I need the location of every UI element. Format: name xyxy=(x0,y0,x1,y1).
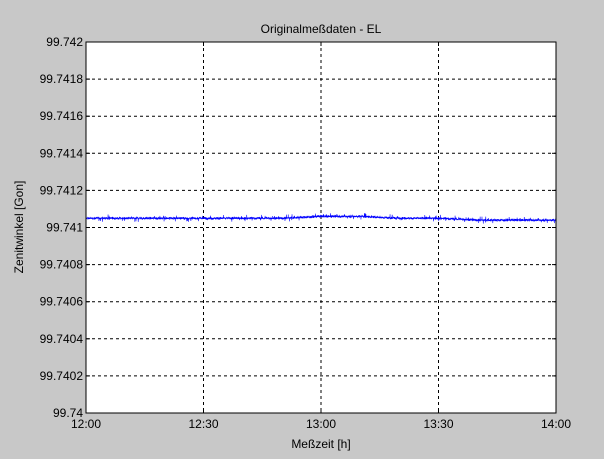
x-tick-label: 12:30 xyxy=(188,417,218,431)
y-tick-label: 99.741 xyxy=(46,221,83,235)
series-line xyxy=(85,213,557,224)
x-axis-label: Meßzeit [h] xyxy=(291,437,350,451)
y-tick-label: 99.7416 xyxy=(40,109,84,123)
y-tick-label: 99.7412 xyxy=(40,183,84,197)
grid-lines xyxy=(86,42,556,413)
y-tick-label: 99.7414 xyxy=(40,146,84,160)
y-axis: 99.74 99.7402 99.7404 99.7406 99.7408 99.741 9… xyxy=(40,35,556,420)
y-tick-label: 99.7404 xyxy=(40,332,84,346)
y-tick-label: 99.7406 xyxy=(40,295,84,309)
data-series xyxy=(85,213,557,224)
x-tick-label: 12:00 xyxy=(71,417,101,431)
x-axis: 12:00 12:30 13:00 13:30 14:00 xyxy=(71,42,571,431)
y-axis-label: Zenitwinkel [Gon] xyxy=(12,181,26,274)
x-tick-label: 13:30 xyxy=(423,417,453,431)
y-tick-label: 99.742 xyxy=(46,35,83,49)
y-tick-label: 99.7418 xyxy=(40,72,84,86)
chart-title: Originalmeßdaten - EL xyxy=(261,22,382,36)
x-tick-label: 14:00 xyxy=(541,417,571,431)
y-tick-label: 99.7402 xyxy=(40,369,84,383)
y-tick-label: 99.74 xyxy=(53,406,83,420)
y-tick-label: 99.7408 xyxy=(40,258,84,272)
x-tick-label: 13:00 xyxy=(306,417,336,431)
